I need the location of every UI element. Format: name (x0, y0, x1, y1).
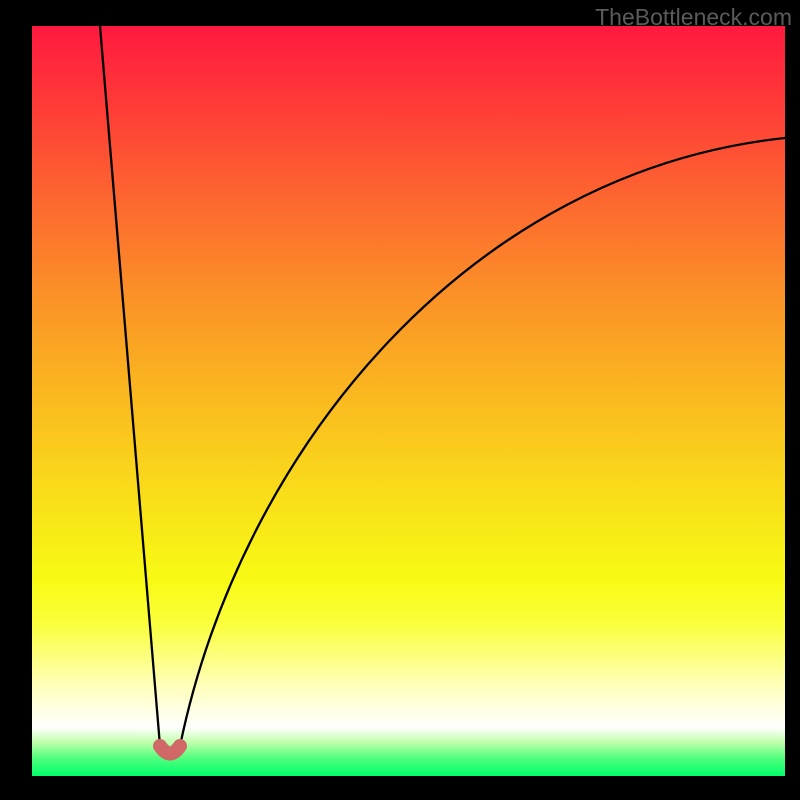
frame-border-left (0, 0, 32, 800)
watermark-text: TheBottleneck.com (595, 4, 792, 31)
chart-container: TheBottleneck.com (0, 0, 800, 800)
curve-left-branch (100, 26, 160, 746)
frame-border-right (785, 0, 800, 800)
curve-bottom-u (160, 746, 180, 754)
curve-right-branch (180, 138, 785, 746)
plot-area (32, 26, 785, 776)
curve-layer (32, 26, 785, 776)
frame-border-bottom (0, 776, 800, 800)
